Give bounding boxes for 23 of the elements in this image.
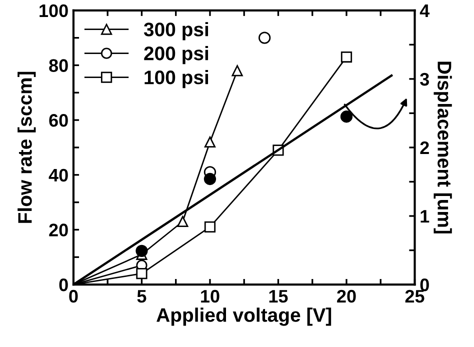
x-axis-title: Applied voltage [V] [156, 308, 332, 326]
x-tick-label: 5 [137, 290, 146, 303]
y-tick-label: 0 [59, 278, 68, 292]
y2-tick-label: 3 [420, 72, 429, 86]
legend-label: 300 psi [144, 22, 208, 40]
y2-tick-label: 4 [420, 4, 430, 17]
x-tick-label: 25 [405, 290, 424, 303]
y2-tick-label: 0 [420, 278, 429, 292]
y2-axis-title: Displacement [um] [434, 62, 452, 234]
x-tick-label: 0 [69, 290, 78, 303]
legend-label: 100 psi [144, 70, 208, 88]
y2-tick-label: 1 [420, 210, 430, 223]
legend-label: 200 psi [144, 46, 208, 64]
y-tick-label: 20 [49, 224, 68, 236]
y-tick-label: 100 [40, 4, 68, 18]
x-tick-label: 10 [201, 290, 220, 303]
y2-tick-label: 2 [420, 141, 429, 154]
y-tick-label: 80 [49, 59, 68, 72]
x-tick-label: 20 [337, 290, 356, 303]
x-tick-label: 15 [269, 290, 288, 303]
y-tick-label: 60 [49, 114, 68, 127]
y-tick-label: 40 [48, 168, 68, 182]
y-axis-title: Flow rate [sccm] [18, 72, 36, 223]
